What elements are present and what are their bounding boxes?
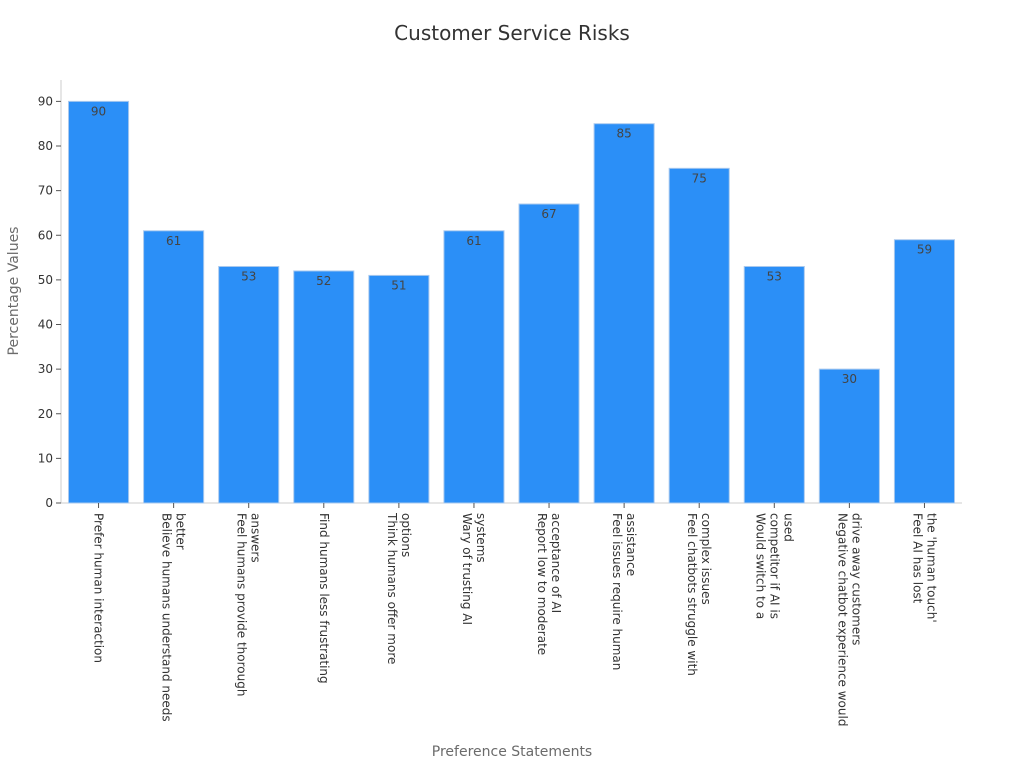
- y-tick-label: 30: [38, 362, 53, 376]
- bar: [143, 230, 205, 504]
- x-tick-label-line: Feel humans provide thorough: [235, 513, 249, 696]
- bar-value-label: 59: [917, 243, 932, 257]
- x-tick-label-line: acceptance of AI: [549, 513, 563, 613]
- x-tick-label-line: the 'human touch': [924, 513, 938, 623]
- y-axis-title: Percentage Values: [6, 227, 22, 356]
- x-tick-label-line: options: [399, 513, 413, 557]
- x-tick-label: Feel chatbots struggle with complex issue…: [685, 513, 713, 676]
- bar: [668, 167, 730, 504]
- x-tick-label-line: Negative chatbot experience would: [835, 513, 849, 726]
- x-tick-label-line: Feel issues require human: [610, 513, 624, 670]
- x-tick-label: Wary of trusting AI systems: [460, 513, 488, 625]
- bar: [443, 230, 505, 504]
- x-axis-title: Preference Statements: [432, 744, 592, 760]
- bar-value-label: 61: [166, 234, 181, 248]
- y-tick-label: 70: [38, 184, 53, 198]
- x-tick-label-line: Report low to moderate: [535, 513, 549, 655]
- x-tick-label: Feel issues require human assistance: [610, 513, 638, 670]
- bar-value-label: 61: [466, 234, 481, 248]
- x-tick-label: Feel AI has lost the 'human touch': [910, 513, 938, 623]
- bar: [218, 265, 280, 504]
- bar-value-label: 67: [541, 207, 556, 221]
- y-tick-label: 60: [38, 228, 53, 242]
- bar: [893, 239, 955, 504]
- x-tick-label-line: systems: [474, 513, 488, 563]
- x-tick-label-line: Would switch to a: [753, 513, 767, 619]
- bar-value-label: 53: [767, 269, 782, 283]
- x-tick-label-line: answers: [249, 513, 263, 563]
- bar-value-label: 90: [91, 104, 106, 118]
- y-tick-label: 0: [45, 496, 53, 510]
- bar: [593, 123, 655, 504]
- x-tick-label-line: Believe humans understand needs: [160, 513, 174, 722]
- bar-value-label: 51: [391, 278, 406, 292]
- y-tick-label: 50: [38, 273, 53, 287]
- plot-area: 0 10 20 30 40 50 60 70 80 90 90 Prefer human intera…: [38, 80, 962, 726]
- y-tick-label: 20: [38, 407, 53, 421]
- x-tick-label-line: Prefer human interaction: [92, 513, 106, 663]
- bar-value-label: 30: [842, 372, 857, 386]
- chart-title: Customer Service Risks: [394, 21, 630, 45]
- x-tick-label: Report low to moderate acceptance of AI: [535, 513, 563, 655]
- bar: [518, 203, 580, 504]
- x-tick-label: Believe humans understand needs better: [160, 513, 188, 722]
- bar: [743, 265, 805, 504]
- x-tick-label-line: assistance: [624, 513, 638, 576]
- x-tick-label-line: used: [781, 513, 795, 542]
- x-tick-label-line: Think humans offer more: [385, 512, 399, 664]
- x-tick-label-line: Find humans less frustrating: [317, 513, 331, 684]
- bar-value-label: 85: [616, 127, 631, 141]
- bar: [368, 274, 430, 504]
- x-tick-label: Feel humans provide thorough answers: [235, 513, 263, 696]
- bar-value-label: 75: [692, 171, 707, 185]
- y-tick-label: 10: [38, 451, 53, 465]
- y-tick-label: 90: [38, 94, 53, 108]
- x-tick-label: Think humans offer more options: [385, 512, 413, 664]
- x-tick-label-line: Wary of trusting AI: [460, 513, 474, 625]
- x-tick-label-line: Feel chatbots struggle with: [685, 513, 699, 676]
- x-tick-label-line: drive away customers: [849, 513, 863, 645]
- x-tick-label: Find humans less frustrating: [317, 513, 331, 684]
- bar: [818, 368, 880, 504]
- bar-value-label: 53: [241, 269, 256, 283]
- bar-value-label: 52: [316, 274, 331, 288]
- x-tick-label-line: complex issues: [699, 513, 713, 605]
- x-tick-label: Negative chatbot experience would drive a…: [835, 513, 863, 726]
- x-tick-label: Would switch to a competitor if AI is used: [753, 513, 795, 619]
- y-tick-label: 80: [38, 139, 53, 153]
- x-tick-label: Prefer human interaction: [92, 513, 106, 663]
- y-tick-label: 40: [38, 318, 53, 332]
- bar: [293, 270, 355, 504]
- bar: [68, 100, 130, 504]
- x-tick-label-line: competitor if AI is: [767, 513, 781, 619]
- x-tick-label-line: better: [174, 513, 188, 550]
- x-tick-label-line: Feel AI has lost: [910, 513, 924, 604]
